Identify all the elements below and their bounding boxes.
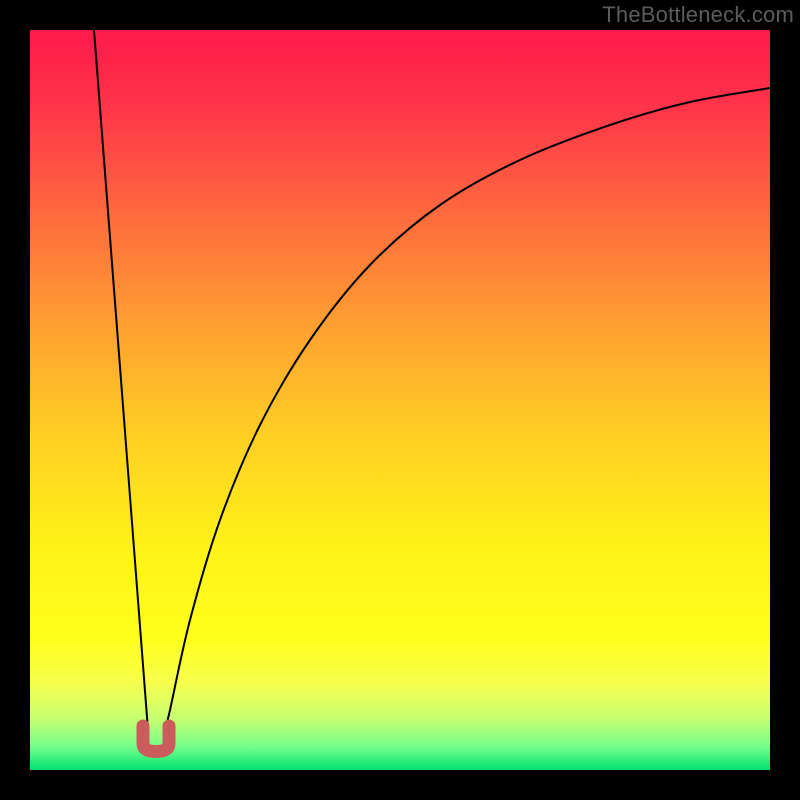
- chart-frame: TheBottleneck.com: [0, 0, 800, 800]
- chart-svg: [0, 0, 800, 800]
- watermark-text: TheBottleneck.com: [602, 2, 794, 28]
